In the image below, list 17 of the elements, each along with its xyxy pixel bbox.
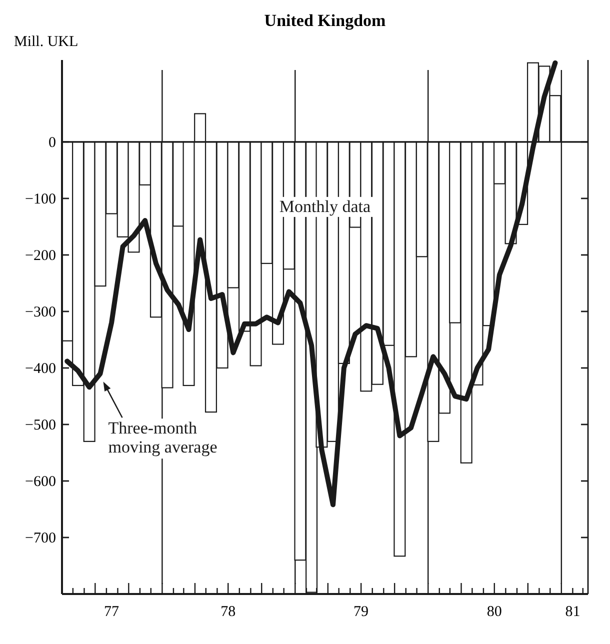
series-label: Monthly data (279, 196, 372, 216)
y-tick-label: −500 (25, 418, 56, 434)
chart-title: United Kingdom (264, 11, 386, 30)
y-tick-label: −400 (25, 361, 56, 378)
x-tick-label: 77 (104, 604, 120, 620)
x-tick-label: 80 (486, 604, 502, 620)
x-tick-label: 79 (354, 604, 369, 620)
x-tick-label: 81 (565, 604, 580, 620)
legend-label: Three-month moving average (108, 418, 218, 457)
y-tick-label: 0 (48, 135, 56, 152)
y-tick-label: −700 (25, 530, 56, 547)
y-tick-label: −300 (25, 304, 56, 321)
y-tick-label: −200 (25, 248, 56, 264)
y-tick-label: −600 (25, 474, 56, 490)
x-tick-label: 78 (220, 604, 236, 620)
y-axis-title: Mill. UKL (14, 34, 78, 50)
y-tick-label: −100 (25, 192, 56, 208)
